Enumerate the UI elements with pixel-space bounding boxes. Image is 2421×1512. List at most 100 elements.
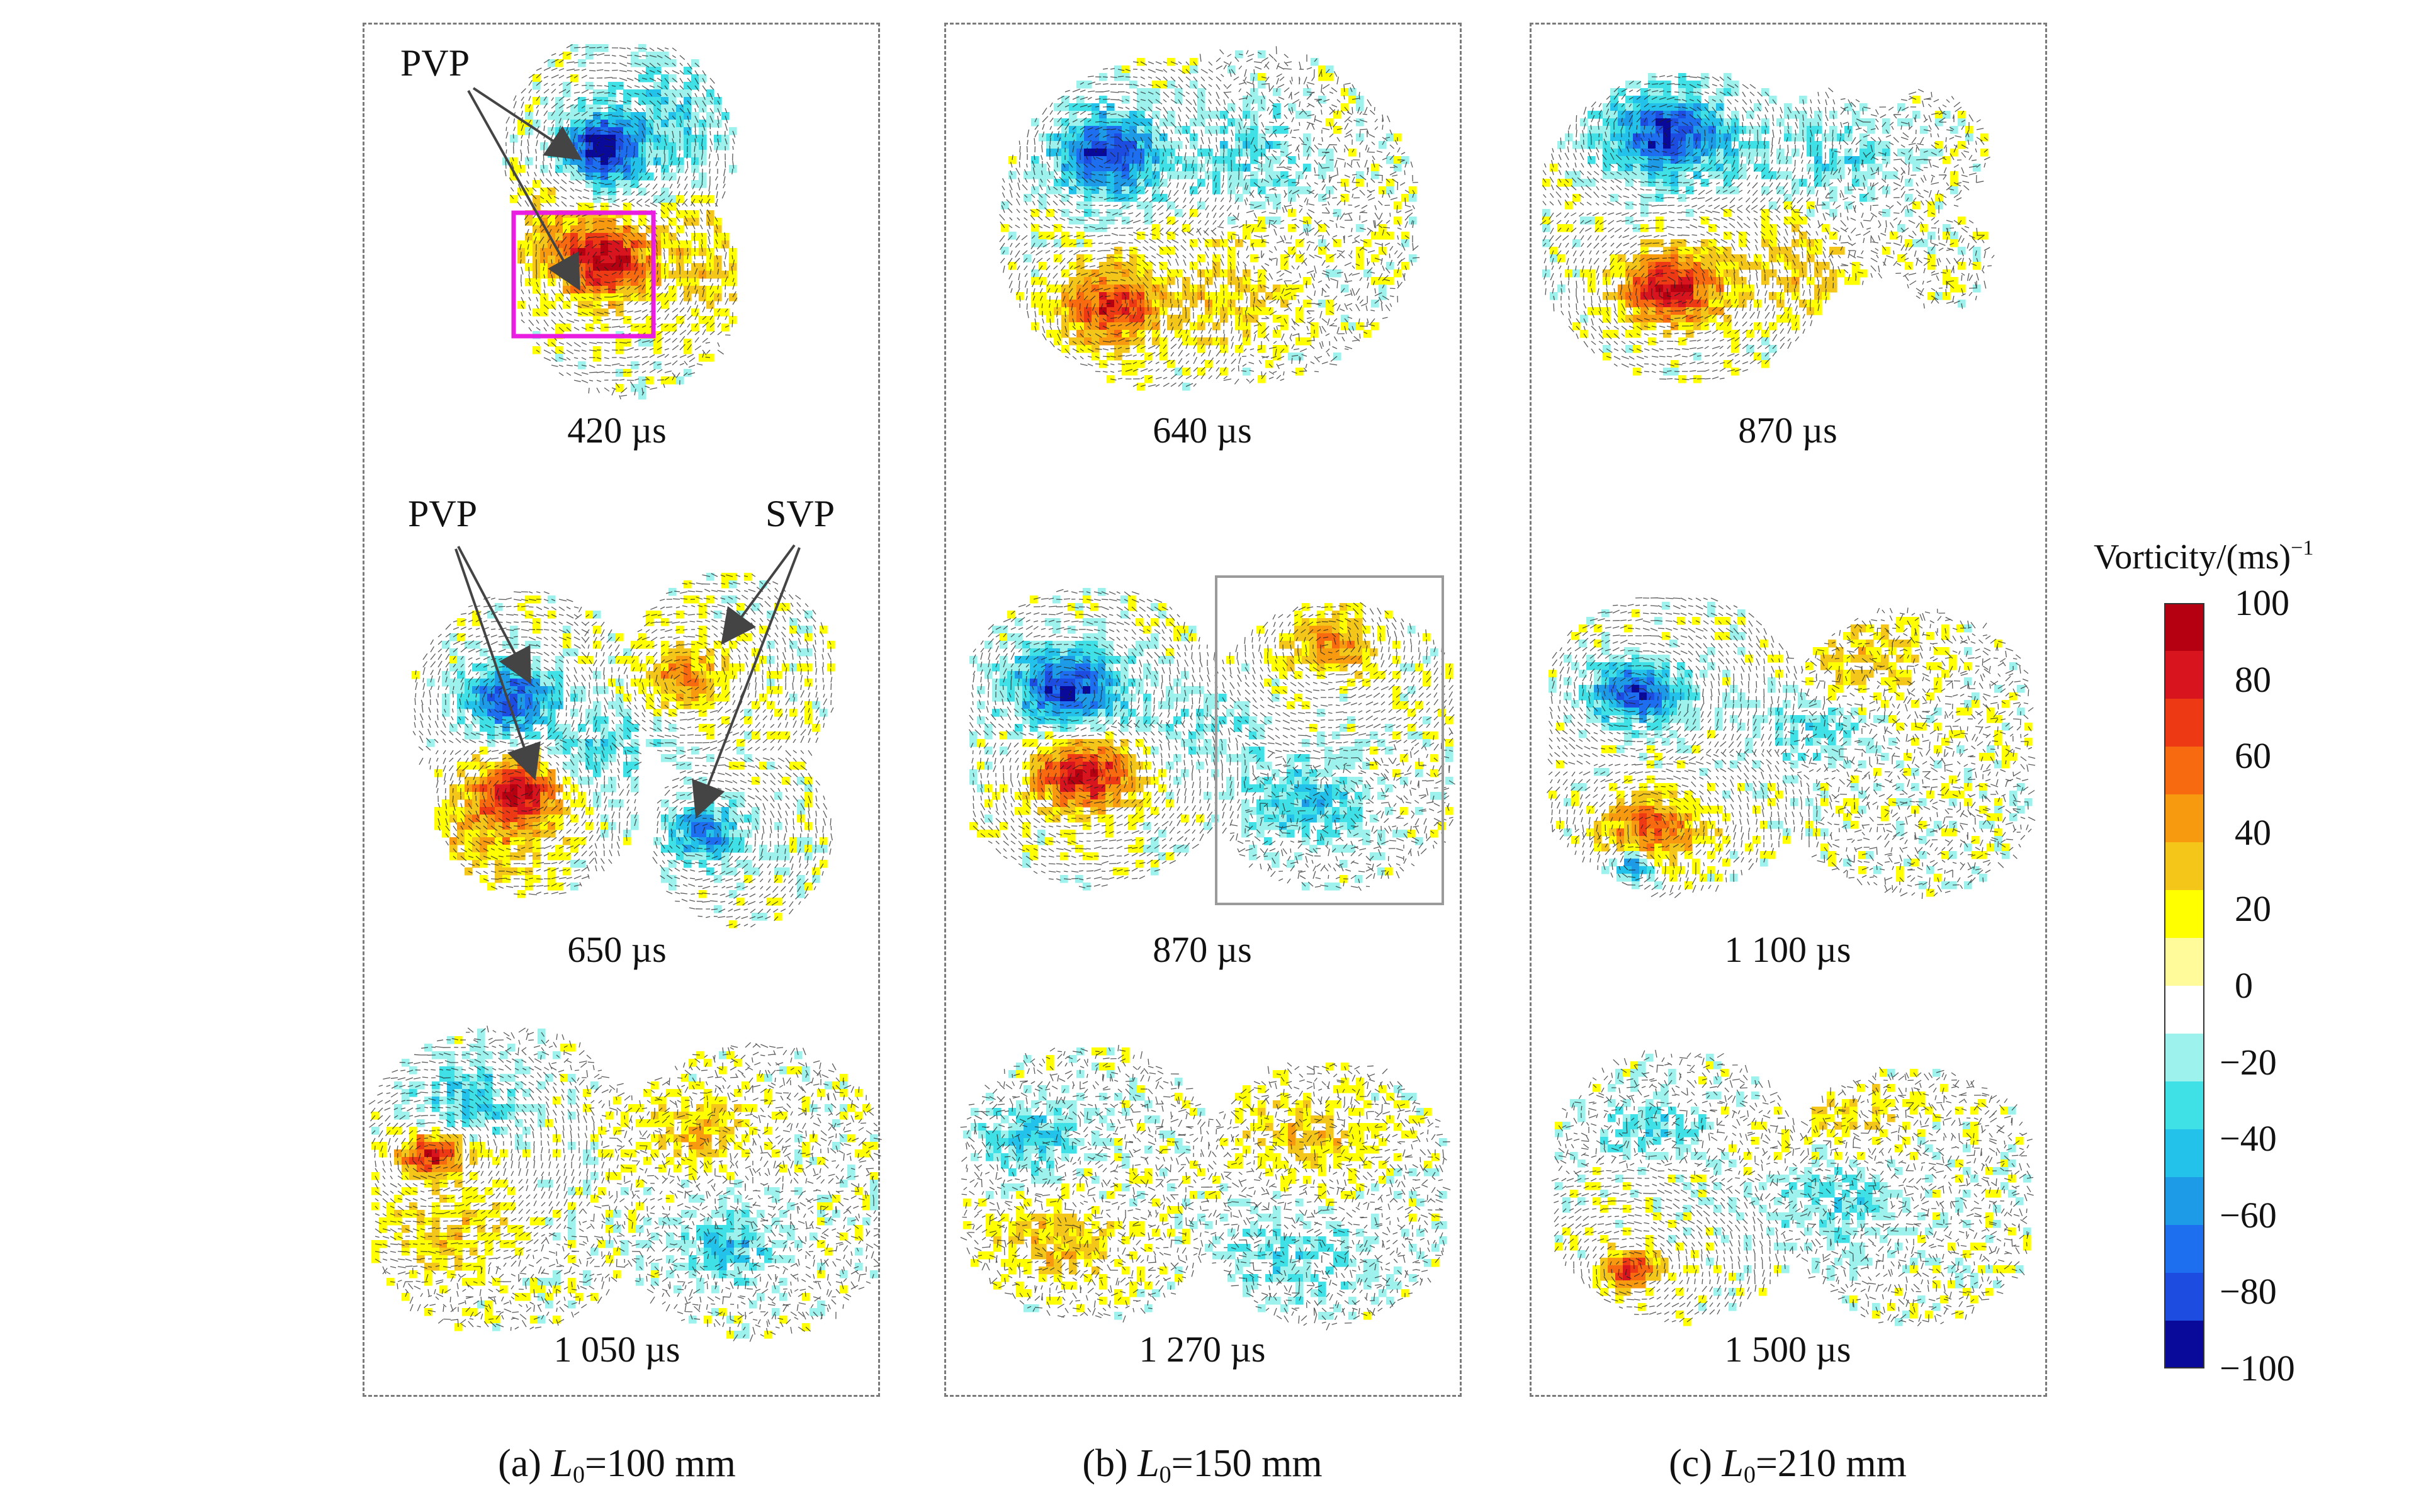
vorticity-cell <box>676 210 684 218</box>
vorticity-cell <box>1160 262 1168 270</box>
vorticity-cell <box>1151 747 1159 755</box>
vorticity-cell <box>691 324 699 332</box>
vorticity-cell <box>1844 133 1853 142</box>
vorticity-cell <box>1114 186 1122 195</box>
vorticity-cell <box>1324 769 1333 777</box>
vorticity-cell <box>1128 777 1136 785</box>
vorticity-cell <box>616 180 624 188</box>
vorticity-cell <box>439 1097 448 1105</box>
vorticity-cell <box>1001 1191 1009 1199</box>
vorticity-cell <box>1136 777 1144 785</box>
vorticity-cell <box>726 1331 735 1339</box>
vorticity-cell <box>1090 709 1098 717</box>
vorticity-cell <box>1965 133 1973 142</box>
vorticity-cell <box>601 218 609 226</box>
vorticity-cell <box>623 830 631 838</box>
vorticity-cell <box>1356 1131 1364 1139</box>
vorticity-cell <box>1113 754 1121 762</box>
vorticity-cell <box>447 1112 455 1120</box>
vorticity-cell <box>661 240 669 249</box>
vorticity-cell <box>522 1149 531 1158</box>
vorticity-cell <box>669 648 677 657</box>
vorticity-cell <box>449 724 458 732</box>
vorticity-cell <box>1075 739 1083 747</box>
vorticity-cell <box>1235 239 1243 247</box>
vorticity-cell <box>477 1270 485 1278</box>
velocity-vectors <box>960 1044 1451 1331</box>
vorticity-cell <box>1107 269 1115 278</box>
vorticity-cell <box>1235 1199 1243 1207</box>
vorticity-cell <box>608 157 616 166</box>
vorticity-cell <box>669 293 677 302</box>
frame-c-870us <box>1540 50 2033 390</box>
vorticity-cell <box>1204 792 1212 800</box>
vorticity-cell <box>623 210 631 218</box>
vorticity-cell <box>492 1112 500 1120</box>
vorticity-cell <box>1107 262 1115 270</box>
vorticity-cell <box>1092 269 1100 278</box>
vorticity-cell <box>1054 1100 1062 1109</box>
vorticity-cell <box>1099 277 1107 285</box>
vorticity-cell <box>1076 269 1085 278</box>
vorticity-cell <box>1326 300 1334 308</box>
vorticity-cell <box>1212 1236 1221 1244</box>
vorticity-cell <box>1258 179 1266 187</box>
vorticity-cell <box>1144 1282 1153 1290</box>
vorticity-cell <box>540 792 548 800</box>
vorticity-cell <box>691 233 699 241</box>
vorticity-cell <box>1212 322 1221 330</box>
vorticity-cell <box>495 762 503 770</box>
vorticity-cell <box>1107 1138 1115 1146</box>
vorticity-cell <box>454 1066 463 1075</box>
vorticity-cell <box>621 1248 629 1256</box>
vorticity-cell <box>540 777 548 785</box>
vorticity-cell <box>1084 1274 1092 1282</box>
vorticity-cell <box>1152 337 1160 346</box>
vorticity-cell <box>840 1270 848 1278</box>
vorticity-cell <box>487 679 495 687</box>
vorticity-cell <box>1083 709 1091 717</box>
vorticity-cell <box>608 180 616 188</box>
vorticity-cell <box>590 1172 599 1180</box>
vorticity-cell <box>1152 307 1160 315</box>
vorticity-cell <box>424 1142 432 1150</box>
vorticity-cell <box>1205 269 1213 278</box>
velocity-vectors <box>999 46 1420 387</box>
vorticity-cell <box>789 709 798 717</box>
vorticity-cell <box>485 1051 493 1059</box>
vorticity-cell <box>1030 709 1038 717</box>
vorticity-cell <box>1024 1123 1032 1131</box>
vorticity-cell <box>1068 716 1076 725</box>
vorticity-cell <box>515 1134 523 1142</box>
vorticity-cell <box>1092 149 1100 157</box>
vorticity-cell <box>1001 1183 1009 1192</box>
vorticity-cell <box>714 852 722 860</box>
vorticity-cell <box>804 648 813 657</box>
vorticity-cell <box>1250 1206 1258 1214</box>
vorticity-cell <box>1324 626 1333 634</box>
vorticity-cell <box>699 671 707 679</box>
vorticity-cell <box>1250 307 1258 315</box>
vorticity-cell <box>593 747 601 755</box>
vorticity-cell <box>1250 201 1258 210</box>
vorticity-cell <box>530 1278 538 1286</box>
vorticity-cell <box>1409 1244 1417 1252</box>
vorticity-cell <box>1356 1123 1364 1131</box>
vorticity-cell <box>1076 141 1085 149</box>
vorticity-cell <box>669 860 677 868</box>
vorticity-cell <box>669 233 677 241</box>
vorticity-cell <box>669 837 677 845</box>
vorticity-cell <box>1061 1100 1069 1109</box>
vorticity-cell <box>691 218 699 226</box>
vorticity-cell <box>714 875 722 883</box>
vorticity-cell <box>570 739 578 747</box>
vorticity-cell <box>714 271 722 279</box>
vorticity-cell <box>1137 322 1145 330</box>
vorticity-cell <box>1129 1085 1137 1093</box>
vorticity-cell <box>1371 322 1379 330</box>
vorticity-cell <box>470 1134 478 1142</box>
vorticity-cell <box>454 1081 463 1090</box>
vorticity-cell <box>986 1146 994 1154</box>
vorticity-cell <box>593 799 601 808</box>
vorticity-cell <box>1129 194 1137 202</box>
